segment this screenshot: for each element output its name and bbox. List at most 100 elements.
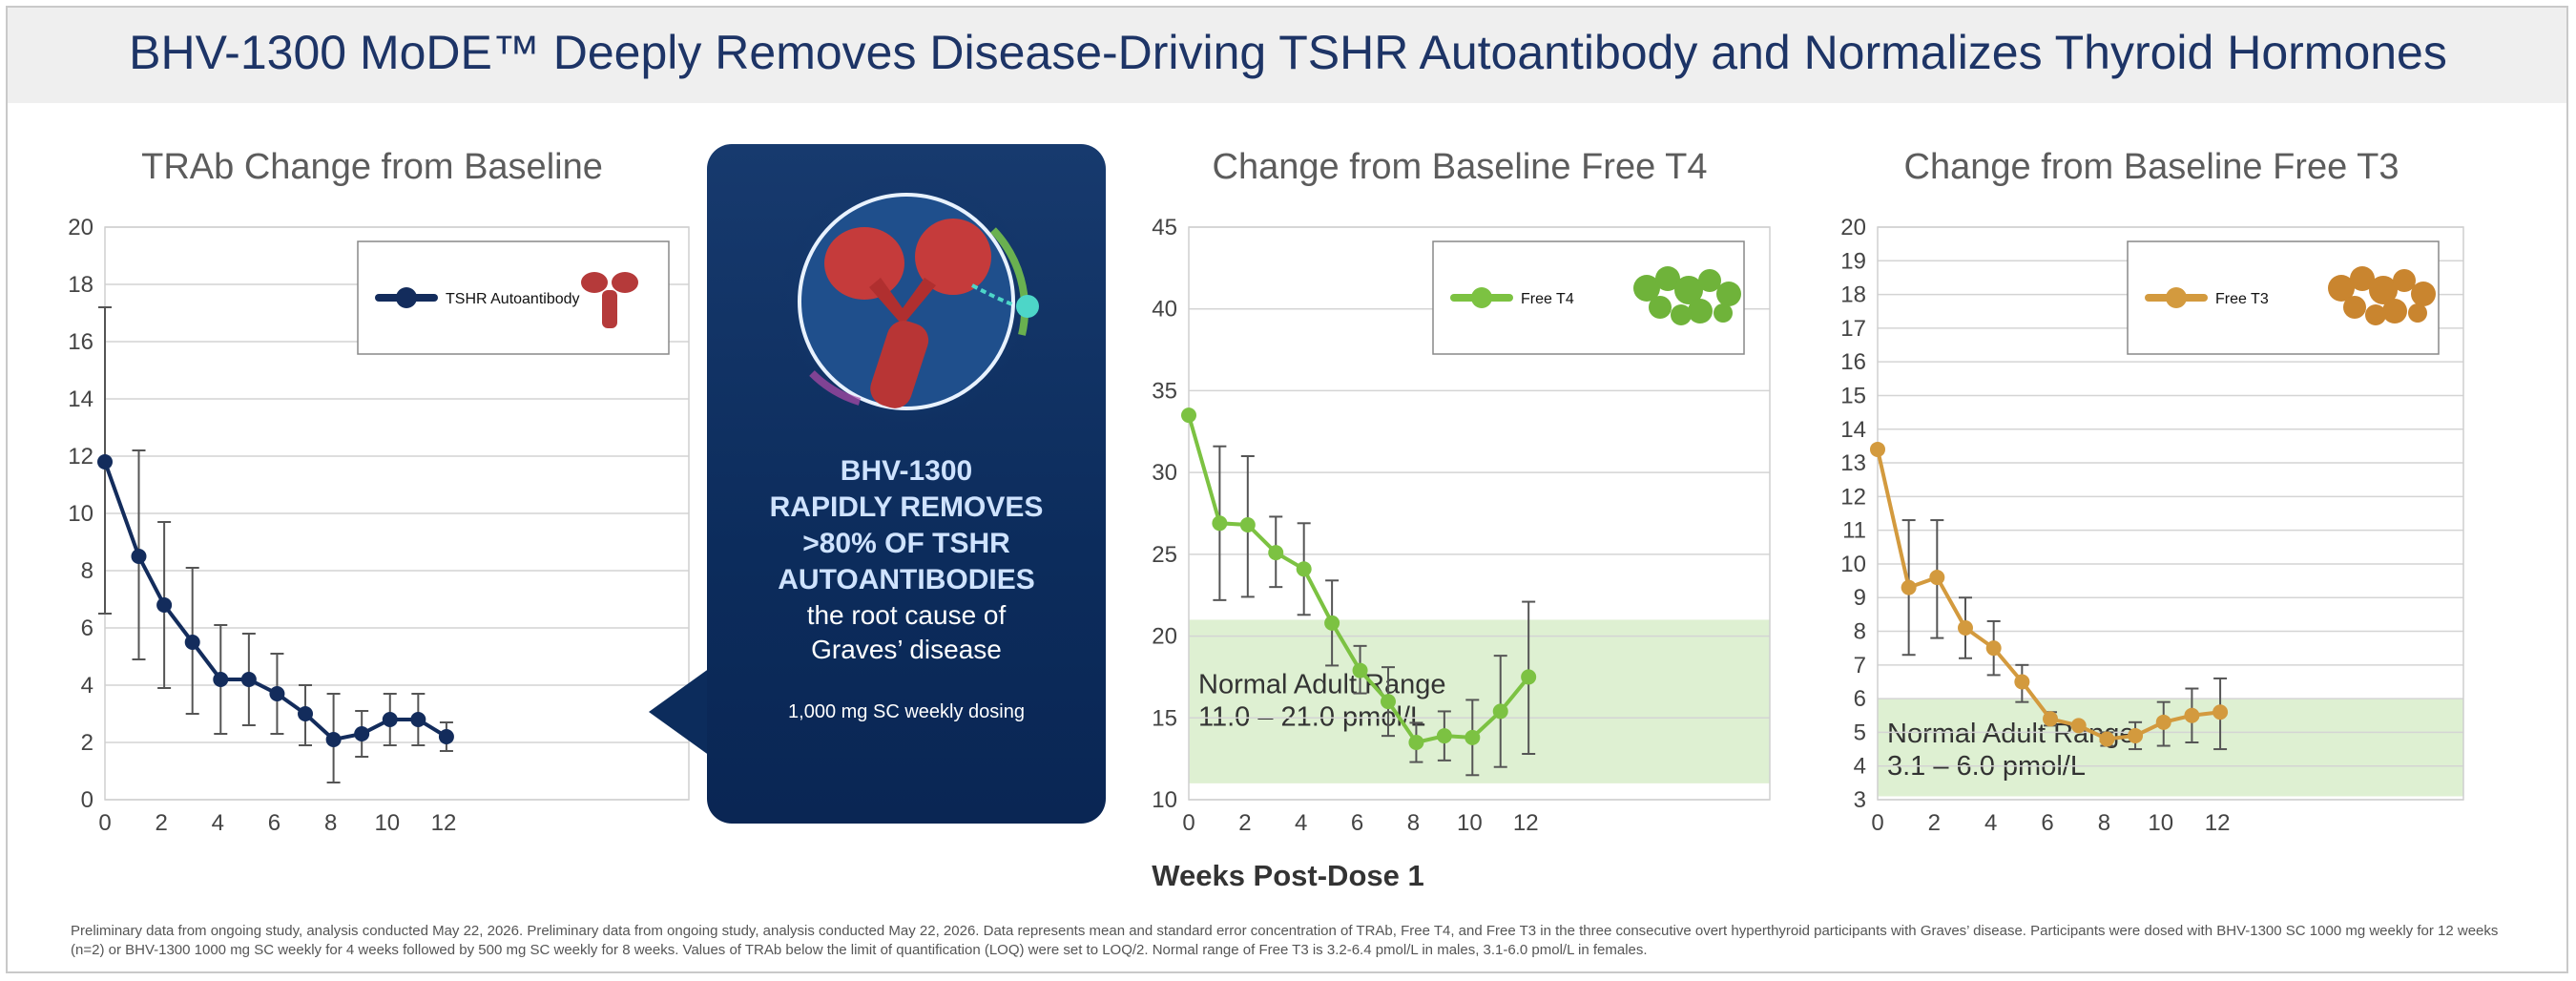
t3-molecule-icon <box>2382 299 2407 324</box>
data-point <box>1436 728 1452 744</box>
normal-range-band <box>1878 699 2463 797</box>
data-point <box>2099 731 2115 747</box>
y-tick-label: 10 <box>68 501 93 527</box>
x-tick-label: 10 <box>374 810 400 836</box>
callout-headline: BHV-1300 RAPIDLY REMOVES >80% OF TSHR AU… <box>707 453 1106 598</box>
x-tick-label: 10 <box>2148 810 2173 836</box>
data-point <box>1324 615 1340 631</box>
y-tick-label: 11 <box>1842 518 1866 544</box>
y-tick-label: 4 <box>1854 754 1866 780</box>
t3-molecule-icon <box>2369 276 2398 304</box>
t4-molecule-icon <box>1671 304 1692 325</box>
t4-molecule-icon <box>1688 299 1713 324</box>
data-point <box>1181 407 1196 424</box>
t3-molecule-icon <box>2393 269 2416 292</box>
callout-subtext-line: Graves’ disease <box>811 635 1002 664</box>
y-tick-label: 10 <box>1152 787 1177 813</box>
callout-subtext-line: the root cause of <box>806 600 1007 630</box>
data-point <box>1239 517 1256 532</box>
y-tick-label: 15 <box>1840 383 1866 408</box>
callout-headline-line: RAPIDLY REMOVES <box>769 491 1044 523</box>
y-tick-label: 8 <box>1854 619 1866 645</box>
t4-molecule-icon <box>1633 275 1660 302</box>
data-point <box>1380 694 1396 710</box>
data-point <box>2128 727 2144 743</box>
slide-frame <box>6 6 2568 973</box>
callout-panel: BHV-1300 RAPIDLY REMOVES >80% OF TSHR AU… <box>707 144 1106 824</box>
y-tick-label: 12 <box>1840 484 1866 510</box>
y-tick-label: 18 <box>1840 282 1866 308</box>
x-tick-label: 0 <box>1182 810 1195 836</box>
y-tick-label: 19 <box>1840 248 1866 274</box>
legend-label: Free T3 <box>2215 291 2269 307</box>
x-tick-label: 4 <box>1984 810 1997 836</box>
normal-range-label: Normal Adult Range <box>1198 670 1446 700</box>
x-tick-label: 12 <box>2205 810 2231 836</box>
data-point <box>1492 703 1508 720</box>
y-tick-label: 5 <box>1854 720 1866 745</box>
footnote: Preliminary data from ongoing study, ana… <box>71 923 2499 958</box>
x-tick-label: 0 <box>1871 810 1883 836</box>
data-point <box>1212 515 1228 532</box>
t3-molecule-icon <box>2365 304 2386 325</box>
x-tick-label: 2 <box>155 810 167 836</box>
x-tick-label: 6 <box>1351 810 1363 836</box>
y-tick-label: 3 <box>1854 787 1866 813</box>
y-tick-label: 4 <box>81 673 93 699</box>
t4-molecule-icon <box>1714 303 1733 323</box>
t3-molecule-icon <box>2350 266 2375 291</box>
data-point <box>2155 714 2171 730</box>
y-tick-label: 15 <box>1152 705 1177 731</box>
t3-molecule-icon <box>2408 303 2427 323</box>
normal-range-band <box>1189 619 1770 783</box>
antibody-icon <box>581 272 608 293</box>
x-tick-label: 2 <box>1238 810 1251 836</box>
x-tick-label: 0 <box>98 810 111 836</box>
y-tick-label: 14 <box>1840 417 1866 443</box>
y-tick-label: 20 <box>68 215 93 240</box>
x-tick-label: 4 <box>212 810 224 836</box>
data-point <box>269 686 285 701</box>
data-point <box>1957 620 1973 636</box>
y-tick-label: 18 <box>68 272 93 298</box>
y-tick-label: 8 <box>81 558 93 584</box>
data-point <box>1985 640 2002 657</box>
data-point <box>1521 669 1537 685</box>
data-point <box>1352 662 1368 678</box>
x-tick-label: 6 <box>268 810 280 836</box>
x-tick-label: 8 <box>2098 810 2110 836</box>
callout-headline-line: >80% OF TSHR <box>802 528 1010 559</box>
y-tick-label: 6 <box>81 616 93 641</box>
series-line <box>1876 449 2221 741</box>
x-tick-label: 2 <box>1928 810 1941 836</box>
data-point <box>1465 729 1481 745</box>
data-point <box>1296 561 1312 577</box>
y-tick-label: 20 <box>1152 624 1177 650</box>
x-tick-label: 4 <box>1295 810 1307 836</box>
y-tick-label: 30 <box>1152 460 1177 486</box>
slide-title: BHV-1300 MoDE™ Deeply Removes Disease-Dr… <box>129 26 2447 79</box>
x-tick-label: 8 <box>1407 810 1420 836</box>
y-tick-label: 25 <box>1152 542 1177 568</box>
data-point <box>2070 718 2087 734</box>
y-tick-label: 0 <box>81 787 93 813</box>
x-tick-label: 12 <box>431 810 457 836</box>
x-tick-label: 10 <box>1457 810 1483 836</box>
title-bar <box>8 8 2566 103</box>
callout-headline-line: AUTOANTIBODIES <box>778 564 1035 595</box>
y-tick-label: 12 <box>68 444 93 470</box>
data-point <box>298 706 314 721</box>
t4-molecule-icon <box>1716 282 1741 306</box>
data-point <box>2212 704 2229 720</box>
legend-swatch-marker <box>396 287 417 308</box>
callout-pointer <box>649 668 710 756</box>
data-point <box>184 635 200 650</box>
data-point <box>2014 674 2030 690</box>
y-tick-label: 45 <box>1152 215 1177 240</box>
legend-label: Free T4 <box>1521 291 1574 307</box>
data-point <box>1870 441 1885 457</box>
data-point <box>156 597 173 613</box>
